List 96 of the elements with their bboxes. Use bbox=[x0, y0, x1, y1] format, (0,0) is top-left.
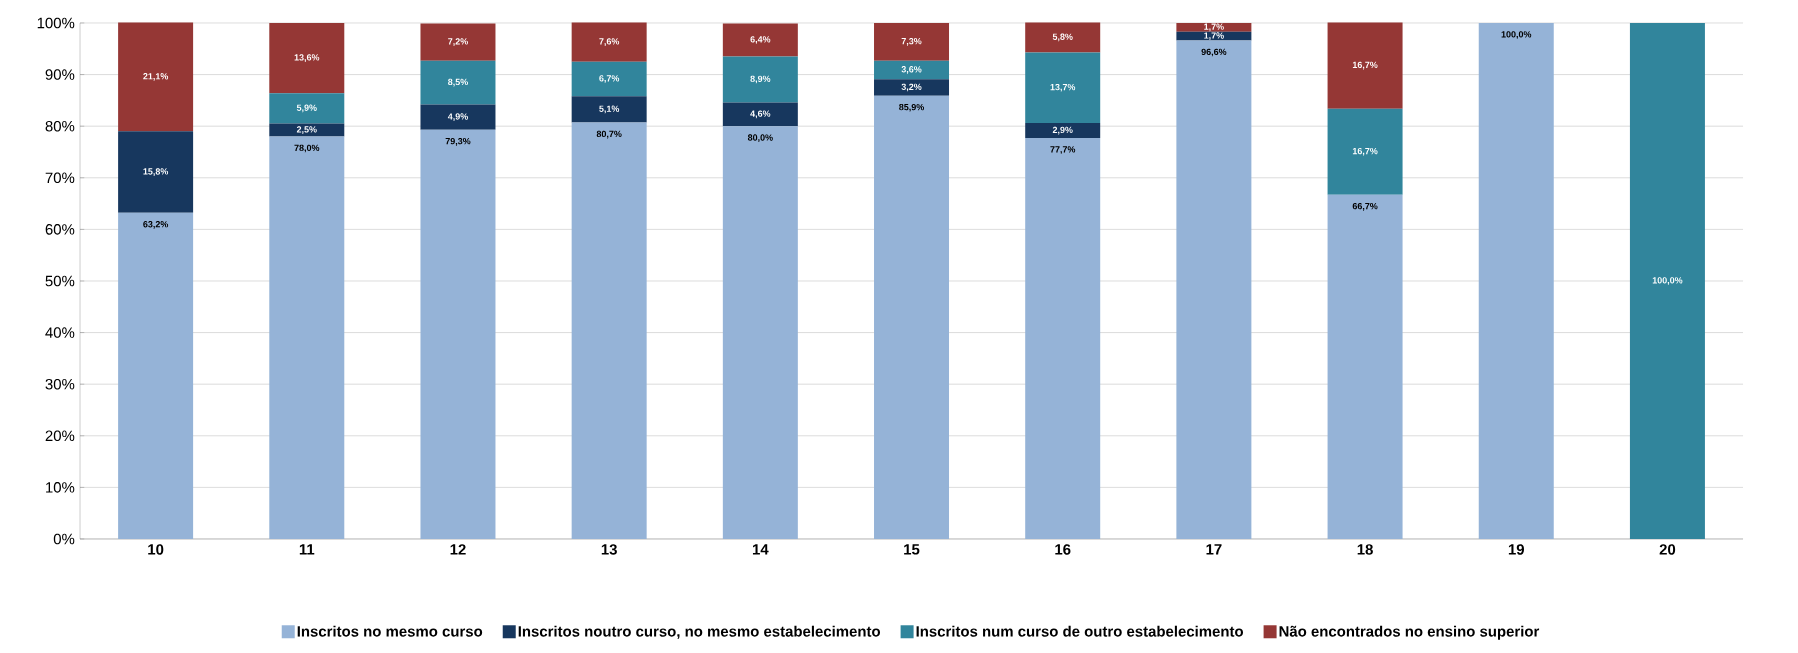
data-label: 100,0% bbox=[1652, 277, 1683, 285]
bar bbox=[118, 22, 194, 132]
data-label: 85,9% bbox=[899, 103, 924, 112]
y-tick-label: 70% bbox=[45, 172, 75, 184]
data-label: 21,1% bbox=[143, 73, 169, 81]
data-label: 3,2% bbox=[901, 83, 922, 92]
bar bbox=[1025, 138, 1101, 539]
data-label: 5,9% bbox=[296, 104, 317, 113]
x-tick-label: 19 bbox=[1508, 544, 1524, 555]
data-label: 4,9% bbox=[447, 113, 468, 121]
x-tick-label: 15 bbox=[904, 544, 920, 555]
y-tick-label: 50% bbox=[45, 275, 75, 287]
data-label: 8,5% bbox=[448, 78, 468, 87]
bar bbox=[874, 79, 950, 96]
data-label: 96,6% bbox=[1201, 48, 1227, 57]
data-label: 6,7% bbox=[599, 75, 620, 83]
data-label: 13,6% bbox=[294, 54, 320, 62]
data-label: 79,3% bbox=[445, 137, 471, 146]
data-label: 2,5% bbox=[296, 126, 317, 134]
data-label: 7,3% bbox=[901, 37, 922, 46]
legend-label: Não encontrados no ensino superior bbox=[1279, 625, 1540, 640]
y-tick-label: 0% bbox=[53, 533, 75, 545]
y-tick-label: 60% bbox=[45, 224, 75, 235]
bar bbox=[420, 60, 496, 105]
bar bbox=[874, 95, 950, 539]
data-label: 7,6% bbox=[599, 38, 620, 46]
data-label: 80,7% bbox=[596, 130, 622, 139]
bar bbox=[269, 123, 345, 137]
bar bbox=[571, 22, 647, 62]
data-label: 15,8% bbox=[143, 168, 169, 176]
bar bbox=[420, 104, 496, 130]
bar bbox=[1176, 31, 1252, 41]
data-label: 5,8% bbox=[1052, 33, 1073, 42]
data-label: 78,0% bbox=[294, 144, 320, 153]
bar bbox=[722, 56, 798, 103]
data-label: 16,7% bbox=[1352, 147, 1378, 156]
y-tick-label: 20% bbox=[45, 430, 75, 442]
data-label: 5,1% bbox=[599, 105, 620, 114]
data-label: 1,7% bbox=[1204, 23, 1224, 32]
bar bbox=[1025, 22, 1101, 53]
bar bbox=[118, 212, 194, 539]
data-label: 66,7% bbox=[1352, 202, 1378, 211]
bar bbox=[722, 23, 798, 57]
bar bbox=[571, 61, 647, 97]
x-tick-label: 12 bbox=[450, 544, 466, 555]
data-label: 8,9% bbox=[750, 75, 771, 84]
y-tick-label: 30% bbox=[45, 378, 75, 390]
x-tick-label: 20 bbox=[1659, 544, 1676, 555]
data-label: 80,0% bbox=[747, 134, 773, 143]
bar bbox=[722, 102, 798, 127]
legend-label: Inscritos no mesmo curso bbox=[297, 625, 483, 637]
data-label: 77,7% bbox=[1050, 146, 1076, 154]
bar bbox=[1176, 22, 1252, 32]
data-label: 13,7% bbox=[1050, 83, 1076, 92]
data-label: 3,6% bbox=[901, 66, 922, 74]
legend-label: Inscritos num curso de outro estabelecimento bbox=[916, 625, 1244, 637]
bar bbox=[874, 60, 950, 80]
bar bbox=[722, 126, 798, 539]
bar bbox=[571, 96, 647, 123]
bar bbox=[1327, 108, 1403, 195]
bar bbox=[874, 22, 950, 61]
bar bbox=[1025, 123, 1101, 139]
data-label: 1,7% bbox=[1204, 32, 1224, 40]
y-tick-label: 100% bbox=[37, 17, 75, 29]
data-label: 16,7% bbox=[1352, 61, 1378, 70]
data-label: 63,2% bbox=[143, 221, 169, 229]
data-label: 6,4% bbox=[750, 36, 771, 44]
data-label: 2,9% bbox=[1052, 126, 1073, 135]
x-tick-label: 13 bbox=[601, 544, 617, 555]
x-tick-label: 17 bbox=[1206, 544, 1222, 555]
bar bbox=[1327, 194, 1403, 539]
x-tick-label: 10 bbox=[148, 544, 164, 555]
bar bbox=[1478, 22, 1554, 539]
bar bbox=[571, 122, 647, 539]
bar bbox=[269, 93, 345, 124]
y-tick-label: 40% bbox=[45, 327, 75, 338]
x-tick-label: 16 bbox=[1055, 544, 1071, 555]
bar bbox=[420, 23, 496, 61]
bar bbox=[1629, 22, 1705, 539]
bar bbox=[420, 129, 496, 539]
data-label: 7,2% bbox=[448, 38, 468, 46]
bar bbox=[269, 22, 345, 94]
y-tick-label: 10% bbox=[46, 482, 75, 493]
bar bbox=[269, 136, 345, 539]
bar bbox=[1025, 52, 1101, 124]
data-label: 100,0% bbox=[1501, 31, 1532, 39]
y-tick-label: 90% bbox=[45, 69, 75, 80]
x-tick-label: 14 bbox=[752, 544, 769, 555]
bar bbox=[1176, 40, 1252, 539]
legend-label: Inscritos noutro curso, no mesmo estabelecimento bbox=[518, 625, 881, 639]
x-tick-label: 11 bbox=[299, 544, 315, 555]
data-label: 4,6% bbox=[750, 110, 771, 119]
x-tick-label: 18 bbox=[1357, 544, 1373, 555]
bar bbox=[118, 131, 194, 213]
y-tick-label: 80% bbox=[45, 120, 75, 132]
bar bbox=[1327, 22, 1403, 109]
